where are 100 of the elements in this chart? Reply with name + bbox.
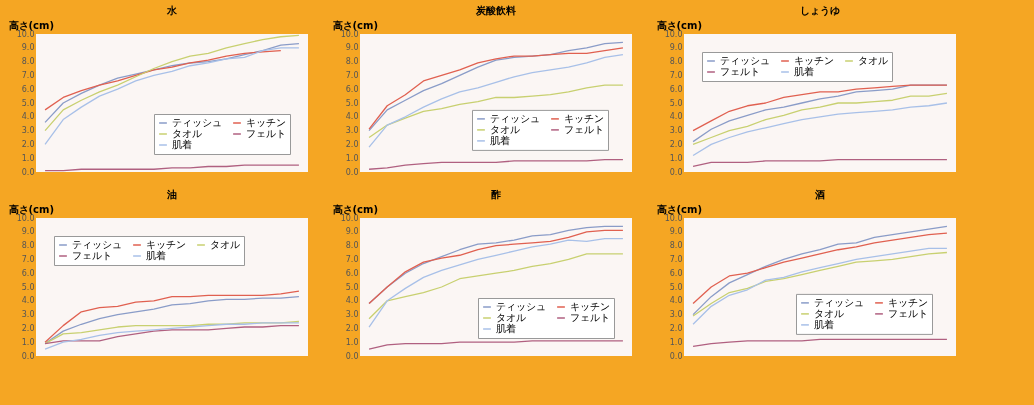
legend-label: キッチン bbox=[146, 239, 186, 250]
y-tick-label: 7.0 bbox=[669, 254, 683, 264]
y-tick-label: 7.0 bbox=[345, 70, 359, 80]
y-tick-label: 8.0 bbox=[669, 241, 683, 251]
y-tick-label: 9.0 bbox=[345, 43, 359, 53]
y-axis-title: 高さ(cm) bbox=[332, 19, 378, 31]
y-tick-label: 1.0 bbox=[669, 153, 683, 163]
legend-label: ティッシュ bbox=[72, 239, 122, 250]
legend-label: 肌着 bbox=[814, 318, 834, 330]
chart-title: 酒 bbox=[814, 189, 825, 200]
y-axis-title: 高さ(cm) bbox=[332, 203, 378, 215]
chart-title: 炭酸飲料 bbox=[475, 5, 516, 16]
y-axis-title: 高さ(cm) bbox=[8, 203, 54, 215]
legend-label: タオル bbox=[858, 55, 888, 66]
y-tick-label: 0.0 bbox=[669, 167, 683, 177]
legend-label: タオル bbox=[496, 312, 526, 323]
y-tick-label: 4.0 bbox=[669, 112, 683, 122]
y-tick-label: 8.0 bbox=[345, 241, 359, 251]
y-tick-label: 6.0 bbox=[669, 268, 683, 278]
chart-title: 酢 bbox=[491, 189, 501, 200]
y-tick-label: 2.0 bbox=[21, 139, 35, 149]
y-tick-label: 8.0 bbox=[21, 57, 35, 67]
y-tick-label: 4.0 bbox=[21, 296, 35, 306]
y-tick-label: 1.0 bbox=[669, 337, 683, 347]
y-tick-label: 0.0 bbox=[669, 351, 683, 361]
y-tick-label: 7.0 bbox=[21, 254, 35, 264]
legend-label: キッチン bbox=[570, 301, 610, 312]
y-tick-label: 8.0 bbox=[345, 57, 359, 67]
y-tick-label: 5.0 bbox=[669, 282, 683, 292]
legend-label: フェルト bbox=[246, 128, 286, 139]
line-series bbox=[692, 84, 948, 132]
y-tick-label: 9.0 bbox=[21, 227, 35, 237]
line-series bbox=[692, 338, 948, 347]
legend-label: フェルト bbox=[888, 307, 928, 319]
legend-label: 肌着 bbox=[496, 323, 516, 334]
y-tick-label: 4.0 bbox=[345, 296, 359, 306]
legend-label: ティッシュ bbox=[720, 55, 770, 66]
y-tick-label: 8.0 bbox=[669, 57, 683, 67]
y-tick-label: 7.0 bbox=[669, 70, 683, 80]
y-tick-label: 2.0 bbox=[669, 323, 683, 333]
legend-label: タオル bbox=[172, 128, 202, 139]
line-series bbox=[368, 54, 624, 148]
y-tick-label: 9.0 bbox=[669, 227, 683, 237]
y-tick-label: 7.0 bbox=[21, 70, 35, 80]
y-tick-label: 5.0 bbox=[21, 282, 35, 292]
y-tick-label: 9.0 bbox=[345, 227, 359, 237]
legend-label: フェルト bbox=[720, 66, 760, 77]
y-tick-label: 2.0 bbox=[21, 323, 35, 333]
y-tick-label: 2.0 bbox=[669, 139, 683, 149]
legend-label: ティッシュ bbox=[814, 296, 864, 308]
y-tick-label: 0.0 bbox=[21, 167, 35, 177]
y-tick-label: 0.0 bbox=[345, 167, 359, 177]
y-tick-label: 6.0 bbox=[345, 84, 359, 94]
line-series bbox=[692, 102, 948, 157]
legend-label: タオル bbox=[210, 239, 240, 250]
y-tick-label: 3.0 bbox=[21, 310, 35, 320]
y-tick-label: 2.0 bbox=[345, 323, 359, 333]
y-tick-label: 5.0 bbox=[669, 98, 683, 108]
y-tick-label: 3.0 bbox=[21, 126, 35, 136]
legend-label: タオル bbox=[490, 123, 520, 135]
legend-label: キッチン bbox=[794, 55, 834, 66]
legend-label: キッチン bbox=[564, 112, 604, 124]
chart-title: 油 bbox=[166, 189, 177, 200]
y-tick-label: 6.0 bbox=[21, 84, 35, 94]
y-tick-label: 3.0 bbox=[669, 126, 683, 136]
y-tick-label: 7.0 bbox=[345, 254, 359, 264]
y-tick-label: 5.0 bbox=[345, 282, 359, 292]
legend-label: フェルト bbox=[570, 312, 610, 323]
y-axis-title: 高さ(cm) bbox=[656, 203, 702, 215]
legend-label: 肌着 bbox=[172, 139, 192, 150]
chart-title: 水 bbox=[166, 5, 178, 16]
y-tick-label: 4.0 bbox=[345, 112, 359, 122]
y-tick-label: 0.0 bbox=[345, 351, 359, 361]
line-series bbox=[44, 322, 300, 350]
y-tick-label: 4.0 bbox=[21, 112, 35, 122]
y-tick-label: 1.0 bbox=[345, 337, 359, 347]
y-tick-label: 1.0 bbox=[21, 337, 35, 347]
y-axis-title: 高さ(cm) bbox=[656, 19, 702, 31]
line-series bbox=[692, 158, 948, 168]
y-tick-label: 3.0 bbox=[345, 310, 359, 320]
y-tick-label: 3.0 bbox=[345, 126, 359, 136]
line-series bbox=[368, 158, 624, 170]
line-series bbox=[368, 340, 624, 350]
y-tick-label: 6.0 bbox=[21, 268, 35, 278]
legend-label: 肌着 bbox=[146, 250, 166, 261]
y-tick-label: 8.0 bbox=[21, 241, 35, 251]
legend-label: フェルト bbox=[564, 123, 604, 135]
y-axis-title: 高さ(cm) bbox=[8, 19, 54, 31]
y-tick-label: 6.0 bbox=[345, 268, 359, 278]
legend-label: キッチン bbox=[246, 117, 286, 128]
line-series bbox=[44, 49, 282, 111]
y-tick-label: 4.0 bbox=[669, 296, 683, 306]
y-tick-label: 9.0 bbox=[21, 43, 35, 53]
y-tick-label: 9.0 bbox=[669, 43, 683, 53]
legend-label: タオル bbox=[814, 307, 844, 319]
y-tick-label: 5.0 bbox=[21, 98, 35, 108]
y-tick-label: 1.0 bbox=[345, 153, 359, 163]
y-tick-label: 2.0 bbox=[345, 139, 359, 149]
y-tick-label: 6.0 bbox=[669, 84, 683, 94]
chart-title: しょうゆ bbox=[800, 5, 840, 17]
